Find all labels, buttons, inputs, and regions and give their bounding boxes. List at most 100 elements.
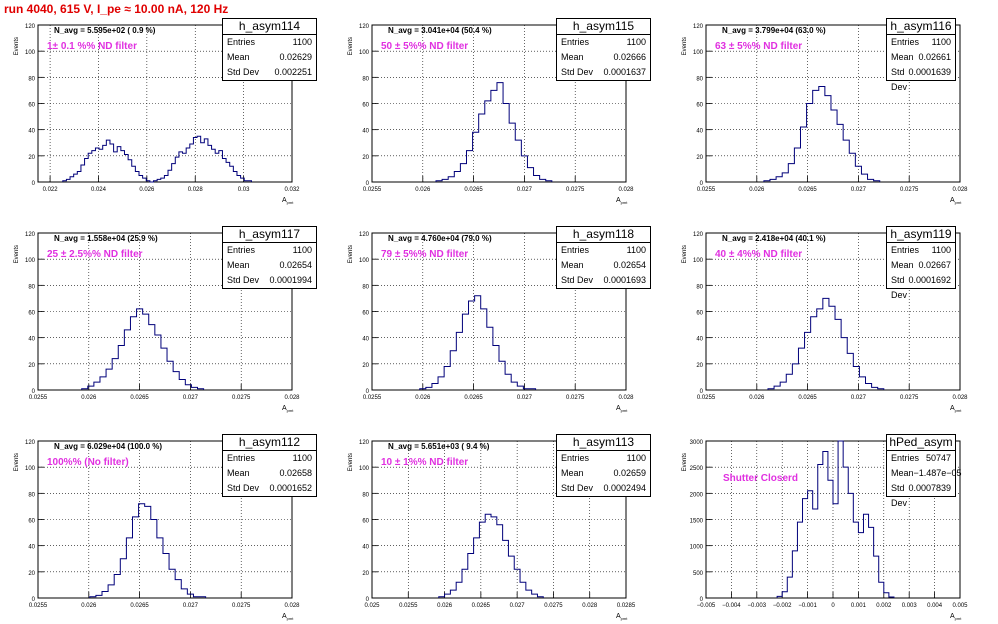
- histogram-bin: [798, 348, 804, 390]
- histogram-bin: [99, 149, 103, 182]
- histogram-bin: [872, 387, 878, 390]
- stat-box-h_asym112: h_asym112 Entries 1100 Mean 0.02658 Std Dev 0.…: [222, 434, 317, 497]
- histogram-bin: [106, 140, 110, 182]
- histogram-series: [81, 308, 205, 390]
- navg-annotation: N_avg = 3.041e+04 (50.4 %): [388, 26, 492, 35]
- stat-label: Mean: [891, 468, 914, 478]
- x-tick-label: 0.026: [437, 603, 453, 609]
- histogram-bin: [818, 465, 823, 598]
- stat-value: −1.487e−05: [913, 468, 962, 478]
- navg-annotation: N_avg = 5.595e+02 ( 0.9 %): [54, 26, 156, 35]
- stat-box-h_asym117: h_asym117 Entries 1100 Mean 0.02654 Std Dev 0.…: [222, 226, 317, 289]
- histogram-bin: [106, 369, 112, 390]
- stat-label: Mean: [227, 260, 250, 270]
- stat-stddev: Std Dev 0.0001692: [887, 273, 955, 300]
- stat-entries: Entries 1100: [557, 451, 650, 466]
- histogram-bin: [139, 504, 145, 598]
- histogram-bin: [462, 569, 468, 598]
- histogram-bin: [82, 389, 88, 390]
- histogram-bin: [508, 556, 514, 598]
- stat-entries: Entries 1100: [887, 35, 955, 50]
- stat-value: 0.002251: [274, 67, 312, 77]
- x-tick-label: 0.027: [517, 187, 533, 193]
- histogram-bin: [212, 149, 216, 182]
- stat-label: Entries: [561, 245, 590, 255]
- y-tick-label: 0: [700, 389, 704, 395]
- y-tick-label: 80: [28, 492, 35, 498]
- stat-value: 1100: [626, 453, 646, 463]
- histogram-bin: [118, 346, 124, 390]
- histogram-bin: [813, 90, 819, 182]
- histogram-name: h_asym119: [887, 227, 955, 243]
- histogram-bin: [161, 178, 165, 182]
- filter-annotation: 63 ± 5%% ND filter: [715, 41, 803, 52]
- histogram-bin: [208, 145, 212, 182]
- histogram-bin: [88, 153, 92, 182]
- histogram-bin: [454, 172, 460, 182]
- histogram-name: h_asym115: [557, 19, 650, 35]
- stat-label: Std Dev: [227, 483, 260, 493]
- histogram-bin: [511, 382, 517, 390]
- histogram-bin: [233, 172, 237, 182]
- stat-value: 1100: [626, 245, 646, 255]
- histogram-bin: [157, 179, 161, 182]
- x-axis-title: Apmt: [616, 197, 628, 205]
- stat-label: Mean: [561, 260, 584, 270]
- histogram-bin: [117, 147, 121, 182]
- x-tick-label: 0.028: [618, 187, 634, 193]
- y-tick-label: 40: [28, 129, 35, 135]
- histogram-bin: [878, 389, 884, 390]
- canvas-title: run 4040, 615 V, I_pe ≈ 10.00 nA, 120 Hz: [4, 2, 229, 16]
- histogram-bin: [782, 173, 788, 182]
- stat-box-hPed_asym: hPed_asym Entries 50747 Mean −1.487e−05 Std D…: [886, 434, 962, 508]
- histogram-bin: [241, 178, 245, 182]
- y-axis-title: Events: [348, 245, 354, 263]
- stat-label: Std Dev: [227, 67, 260, 77]
- histogram-bin: [143, 314, 149, 390]
- stat-label: Entries: [227, 453, 256, 463]
- histogram-bin: [835, 319, 841, 390]
- histogram-bin: [100, 377, 106, 390]
- histogram-bin: [164, 175, 168, 182]
- stat-label: Mean: [227, 52, 250, 62]
- stat-stddev: Std Dev 0.0002494: [557, 481, 650, 496]
- y-tick-label: 40: [28, 337, 35, 343]
- histogram-bin: [481, 309, 487, 390]
- histogram-bin: [112, 359, 118, 390]
- stat-value: 0.0002494: [603, 483, 646, 493]
- histogram-bin: [74, 174, 78, 182]
- y-tick-label: 60: [362, 519, 369, 525]
- histogram-bin: [474, 538, 480, 598]
- histogram-bin: [787, 577, 792, 598]
- y-tick-label: 60: [28, 103, 35, 109]
- histogram-bin: [193, 597, 199, 598]
- x-tick-label: 0.026: [81, 395, 97, 401]
- stat-mean: Mean 0.02654: [223, 258, 316, 273]
- stat-mean: Mean 0.02654: [557, 258, 650, 273]
- histogram-bin: [161, 348, 167, 390]
- histogram-series: [763, 85, 881, 182]
- histogram-name: h_asym113: [557, 435, 650, 451]
- y-tick-label: 60: [362, 311, 369, 317]
- histogram-bin: [191, 387, 197, 390]
- y-tick-label: 80: [28, 284, 35, 290]
- histogram-bin: [843, 467, 848, 598]
- y-tick-label: 20: [696, 155, 703, 161]
- stat-value: 1100: [931, 37, 951, 47]
- histogram-bin: [819, 86, 825, 182]
- histogram-bin: [114, 574, 120, 598]
- stat-value: 0.02659: [613, 468, 646, 478]
- y-tick-label: 0: [32, 597, 36, 603]
- histogram-bin: [825, 96, 831, 182]
- histogram-bin: [532, 594, 538, 598]
- y-axis-title: Events: [14, 453, 20, 471]
- y-tick-label: 0: [366, 389, 370, 395]
- histogram-bin: [797, 522, 802, 598]
- histogram-bin: [874, 181, 880, 182]
- stat-label: Entries: [891, 245, 920, 255]
- histogram-bin: [450, 590, 456, 598]
- x-tick-label: 0.028: [284, 395, 300, 401]
- stat-stddev: Std Dev 0.0001994: [223, 273, 316, 288]
- stat-label: Mean: [891, 260, 914, 270]
- x-tick-label: 0.0285: [617, 603, 636, 609]
